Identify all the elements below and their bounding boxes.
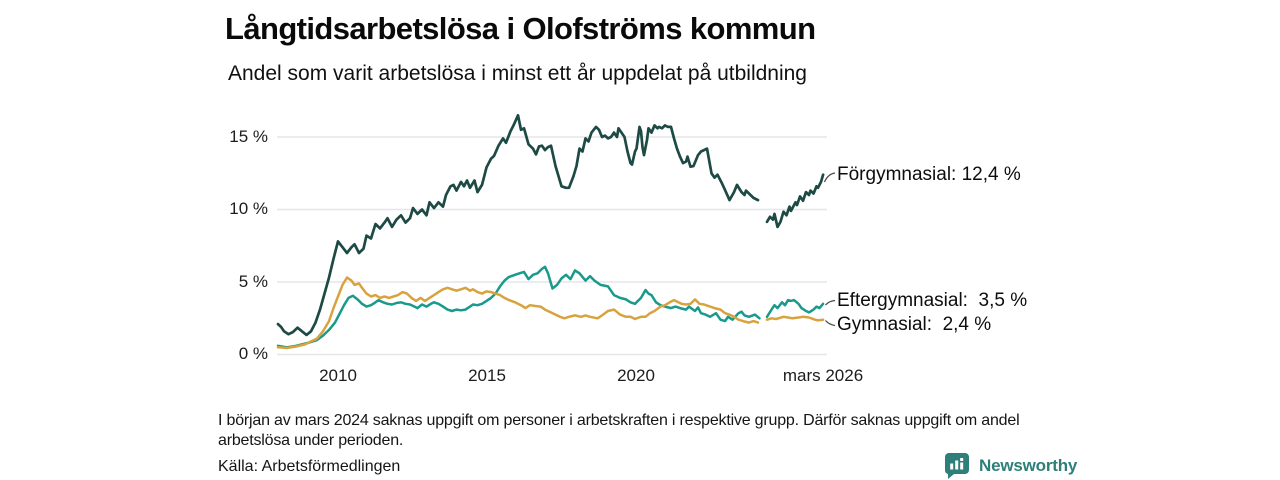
- y-tick-15: 15 %: [229, 127, 268, 146]
- x-tick-2020: 2020: [617, 366, 655, 385]
- newsworthy-wordmark: Newsworthy: [979, 455, 1078, 475]
- series-label-eftergymnasial: Eftergymnasial: 3,5 %: [837, 290, 1028, 311]
- gridlines-layer: [277, 136, 827, 356]
- x-tick-2015: 2015: [468, 366, 506, 385]
- leader-line-gymnasial: [825, 320, 836, 327]
- line-förgymnasial: [276, 113, 760, 337]
- chart-title: Långtidsarbetslösa i Olofströms kommun: [225, 11, 816, 46]
- line-förgymnasial: [765, 173, 825, 229]
- x-tick-mars-2026: mars 2026: [782, 366, 864, 385]
- y-tick-5: 5 %: [238, 272, 268, 291]
- line-eftergymnasial: [765, 298, 825, 319]
- label-leader-lines: [823, 172, 836, 327]
- x-tick-2010: 2010: [319, 366, 357, 385]
- line-eftergymnasial: [276, 265, 761, 349]
- y-tick-10: 10 %: [229, 199, 268, 218]
- series-lines-layer: [276, 113, 825, 350]
- leader-line-forgymnasial: [823, 172, 836, 183]
- leader-line-eftergymnasial: [825, 299, 836, 306]
- series-label-gymnasial: Gymnasial: 2,4 %: [837, 314, 992, 335]
- chart-subtitle: Andel som varit arbetslösa i minst ett å…: [228, 62, 807, 85]
- line-gymnasial: [765, 315, 825, 322]
- footnote: I början av mars 2024 saknas uppgift om …: [218, 412, 1020, 449]
- line-gymnasial: [276, 276, 760, 350]
- source-credit: Källa: Arbetsförmedlingen: [218, 458, 401, 475]
- newsworthy-branding[interactable]: Newsworthy: [944, 452, 1077, 479]
- newsworthy-logo-icon: [944, 452, 970, 479]
- series-label-forgymnasial: Förgymnasial: 12,4 %: [837, 164, 1021, 185]
- y-tick-0: 0 %: [238, 344, 268, 363]
